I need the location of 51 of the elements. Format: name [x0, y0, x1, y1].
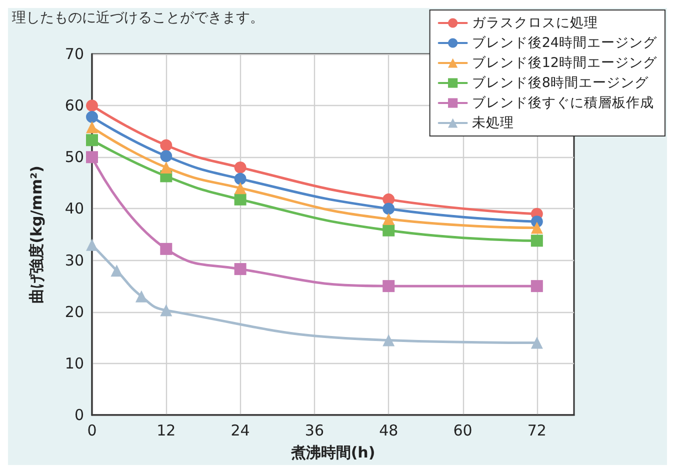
point: [382, 202, 395, 215]
x-tick-label: 60: [453, 422, 472, 440]
point: [530, 222, 543, 234]
y-tick-label: 40: [64, 200, 84, 218]
legend-label: ブレンド後8時間エージング: [472, 75, 650, 91]
point: [86, 134, 98, 146]
point: [382, 280, 395, 292]
x-tick-label: 48: [379, 422, 398, 440]
legend-label: ガラスクロスに処理: [472, 15, 598, 31]
point: [160, 304, 172, 316]
point: [110, 264, 123, 277]
y-tick-label: 10: [64, 354, 84, 372]
legend-label: 未処理: [472, 115, 514, 131]
point: [530, 234, 543, 247]
x-tick-label: 12: [156, 422, 176, 440]
point: [160, 150, 172, 162]
y-tick-label: 0: [74, 406, 84, 424]
point: [382, 334, 395, 346]
x-tick-label: 0: [87, 422, 97, 440]
y-tick-label: 70: [64, 45, 84, 63]
point: [86, 238, 98, 251]
x-tick-label: 24: [230, 422, 250, 440]
point: [86, 110, 98, 123]
point: [530, 336, 543, 349]
x-axis-title: 煮沸時間(h): [290, 444, 376, 462]
legend-label: ブレンド後12時間エージング: [472, 55, 658, 71]
x-tick-label: 72: [527, 422, 546, 440]
point: [160, 242, 172, 255]
y-axis-title: 曲げ強度(kg/mm²): [28, 166, 46, 304]
point: [530, 280, 543, 292]
point: [234, 182, 246, 194]
text: 理したものに近づけることができます。: [12, 9, 264, 25]
point: [160, 161, 172, 174]
point: [234, 161, 246, 174]
point: [234, 193, 246, 206]
legend-label: ブレンド後すぐに積層板作成: [472, 95, 654, 111]
x-tick-label: 36: [304, 422, 324, 440]
point: [382, 224, 395, 236]
point: [234, 172, 246, 185]
y-tick-label: 30: [64, 251, 84, 270]
point: [382, 213, 395, 226]
point: [135, 290, 148, 302]
y-tick-label: 50: [64, 148, 84, 166]
y-tick-label: 60: [64, 96, 84, 115]
point: [86, 100, 98, 112]
point: [86, 121, 98, 134]
point: [234, 263, 246, 276]
point: [160, 139, 172, 152]
y-tick-label: 20: [64, 302, 84, 321]
point: [86, 151, 98, 164]
legend-label: ブレンド後24時間エージング: [472, 35, 658, 51]
